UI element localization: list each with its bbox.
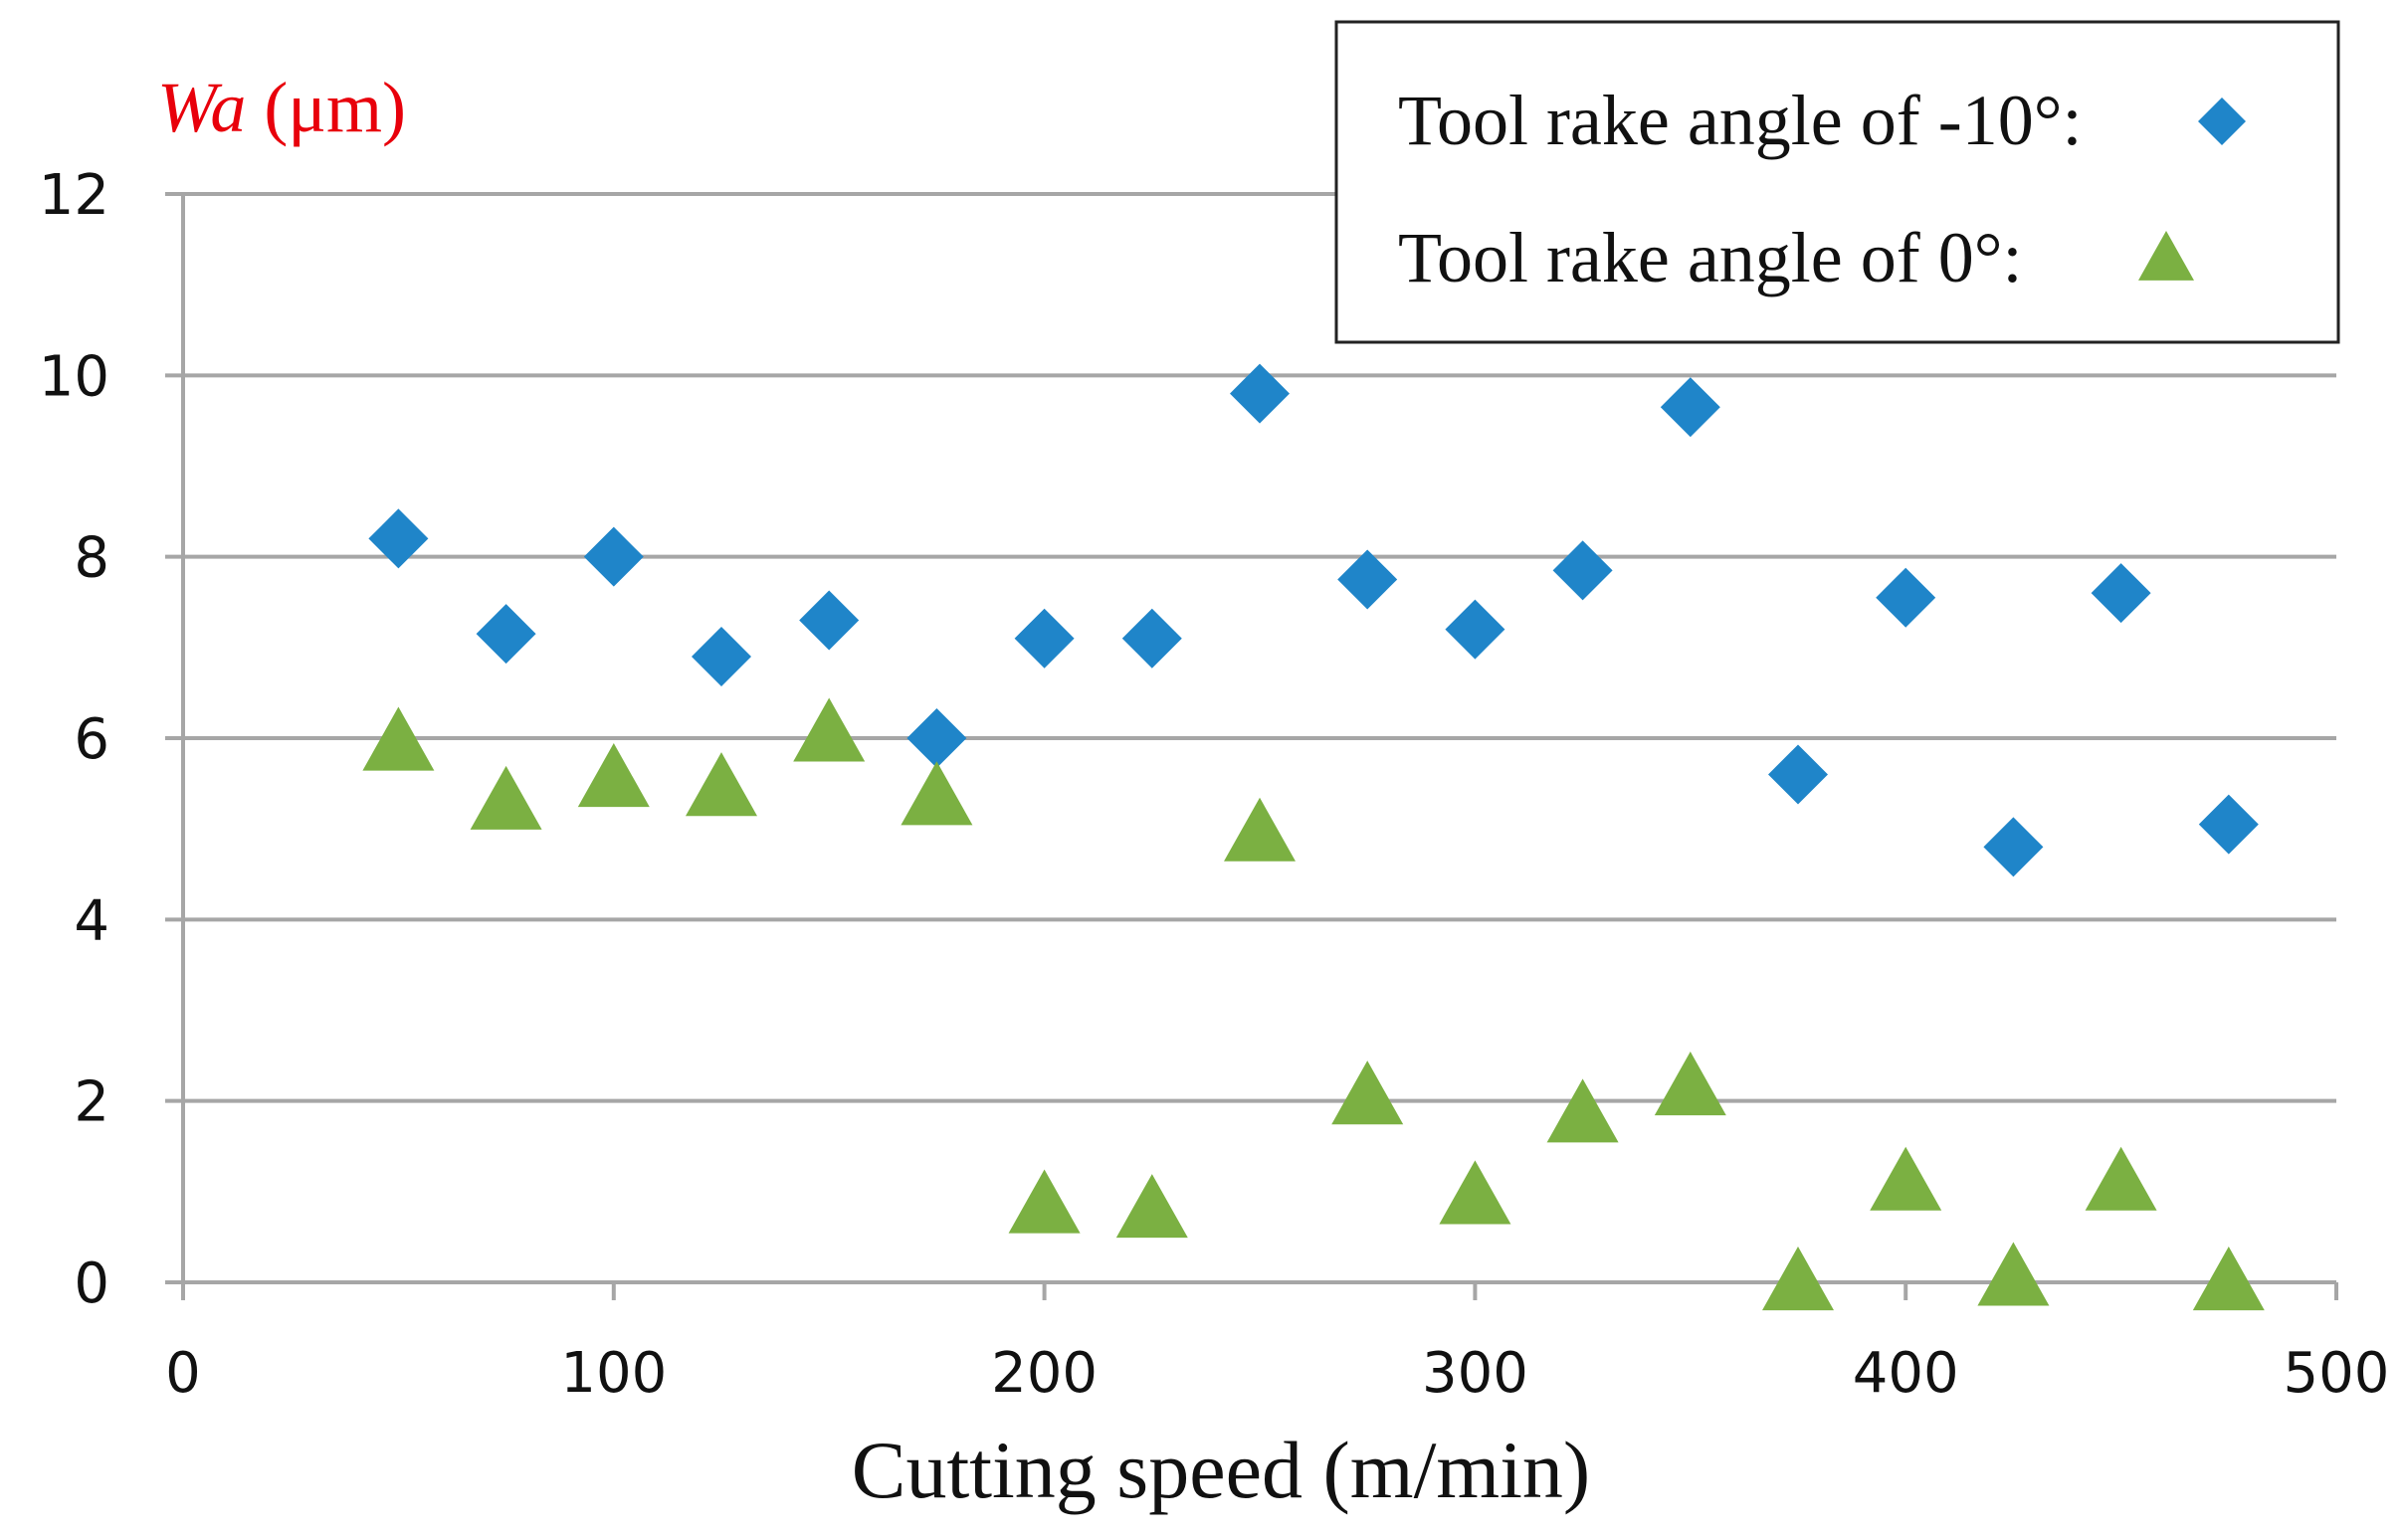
point-diamond-4 [799, 590, 860, 651]
legend-marker-diamond [2198, 97, 2246, 145]
point-triangle-8 [1115, 1174, 1188, 1239]
point-diamond-10 [1445, 599, 1505, 660]
point-diamond-8 [1230, 363, 1290, 424]
point-diamond-0 [368, 508, 429, 569]
legend-marker-triangle [2138, 231, 2194, 281]
y-tick-label-12: 12 [39, 163, 109, 228]
point-diamond-17 [2198, 794, 2259, 855]
y-tick-label-8: 8 [74, 526, 109, 591]
point-diamond-12 [1660, 377, 1720, 438]
point-triangle-13 [1762, 1247, 1834, 1311]
point-triangle-11 [1546, 1078, 1619, 1143]
x-tick-label-500: 500 [2284, 1341, 2390, 1406]
point-diamond-9 [1337, 549, 1398, 610]
y-tick-label-6: 6 [74, 707, 109, 772]
point-diamond-13 [1768, 744, 1828, 805]
point-triangle-10 [1439, 1160, 1511, 1225]
point-diamond-14 [1876, 567, 1936, 628]
y-axis-label-unit: (μm) [246, 68, 406, 147]
marks-layer [362, 363, 2265, 1311]
y-tick-label-4: 4 [74, 888, 109, 953]
point-triangle-1 [470, 765, 542, 830]
point-diamond-6 [1014, 608, 1075, 669]
point-diamond-1 [476, 604, 536, 665]
point-triangle-5 [901, 761, 973, 826]
point-triangle-2 [577, 743, 650, 808]
y-tick-label-2: 2 [74, 1070, 109, 1135]
x-tick-label-400: 400 [1853, 1341, 1959, 1406]
point-diamond-5 [906, 708, 967, 768]
point-triangle-15 [1977, 1242, 2050, 1306]
point-diamond-15 [1983, 817, 2044, 877]
point-diamond-11 [1552, 540, 1613, 601]
point-diamond-2 [583, 526, 644, 587]
axis-layer: 0 2 4 6 8 10 12 0 100 200 300 400 500 [39, 163, 2390, 1406]
point-diamond-3 [692, 626, 751, 686]
y-axis-label-symbol: Wa [157, 68, 246, 147]
x-axis-label: Cutting speed (m/min) [852, 1425, 1590, 1515]
point-diamond-16 [2091, 563, 2151, 624]
x-tick-label-200: 200 [991, 1341, 1098, 1406]
legend-label-diamond: Tool rake angle of -10°: [1398, 81, 2083, 160]
point-triangle-9 [1331, 1060, 1404, 1125]
point-triangle-16 [2085, 1146, 2157, 1211]
legend-box [1334, 20, 2340, 344]
point-triangle-7 [1008, 1169, 1081, 1234]
point-diamond-7 [1121, 608, 1182, 669]
point-triangle-6 [1224, 797, 1296, 862]
legend-label-triangle: Tool rake angle of 0°: [1398, 218, 2023, 297]
point-triangle-0 [362, 706, 435, 771]
legend: Tool rake angle of -10°: Tool rake angle… [1334, 20, 2340, 344]
point-triangle-12 [1654, 1051, 1726, 1116]
point-triangle-14 [1870, 1146, 1942, 1211]
y-tick-label-10: 10 [39, 344, 109, 409]
point-triangle-4 [793, 697, 866, 762]
x-tick-label-100: 100 [560, 1341, 667, 1406]
y-tick-label-0: 0 [74, 1251, 109, 1316]
y-axis-label: Wa (μm) [157, 68, 406, 147]
point-triangle-17 [2192, 1247, 2265, 1311]
x-tick-label-300: 300 [1422, 1341, 1528, 1406]
point-triangle-3 [686, 752, 757, 817]
x-tick-label-0: 0 [165, 1341, 201, 1406]
